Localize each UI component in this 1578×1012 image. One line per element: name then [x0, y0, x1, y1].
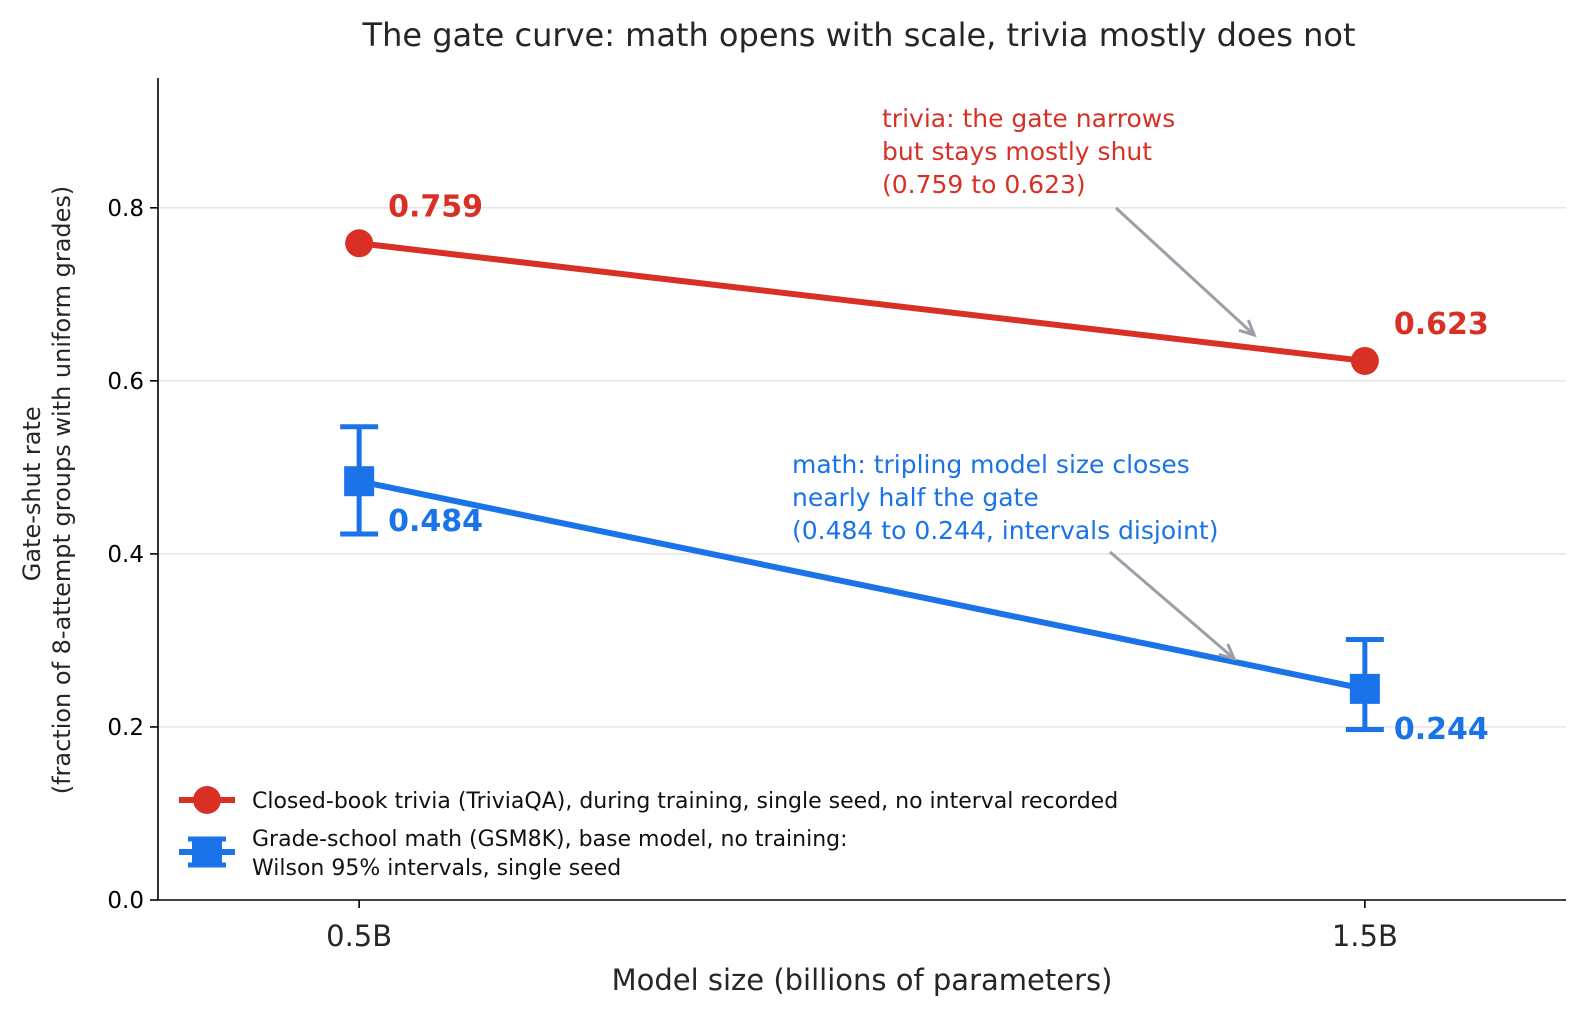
- y-tick-label: 0.4: [107, 542, 144, 568]
- series-line: [356, 240, 1368, 364]
- data-label: 0.484: [388, 504, 483, 539]
- legend-label-line: Wilson 95% intervals, single seed: [252, 856, 621, 881]
- y-axis-label: Gate-shut rate (fraction of 8-attempt gr…: [18, 186, 76, 795]
- annotation-line: (0.759 to 0.623): [882, 170, 1086, 199]
- legend-label: Grade-school math (GSM8K), base model, n…: [252, 827, 848, 881]
- series-layer: 0.759 0.623 0.484 0.244: [340, 189, 1489, 747]
- data-label: 0.244: [1394, 712, 1489, 747]
- legend-item-math: Grade-school math (GSM8K), base model, n…: [179, 827, 848, 881]
- y-tick-label: 0.2: [107, 715, 144, 741]
- annotation-line: nearly half the gate: [792, 483, 1039, 512]
- annotation-line: (0.484 to 0.244, intervals disjoint): [792, 516, 1219, 545]
- legend-marker: [192, 837, 222, 867]
- x-tick-label: 1.5B: [1332, 919, 1398, 953]
- legend-item-trivia: Closed-book trivia (TriviaQA), during tr…: [179, 786, 1118, 814]
- x-tick-label: 0.5B: [326, 919, 392, 953]
- y-tick-label: 0.0: [107, 888, 144, 914]
- annotation-text: math: tripling model size closes nearly h…: [792, 450, 1219, 545]
- annotation-trivia: trivia: the gate narrows but stays mostly…: [882, 104, 1257, 338]
- legend-label: Closed-book trivia (TriviaQA), during tr…: [252, 789, 1118, 814]
- y-ticks: 0.0 0.2 0.4 0.6 0.8: [107, 196, 158, 914]
- legend-marker: [193, 786, 221, 814]
- x-ticks: 0.5B 1.5B: [326, 900, 1398, 953]
- y-axis-label-line-1: Gate-shut rate: [18, 406, 46, 581]
- annotation-arrowhead: [1238, 319, 1257, 338]
- series-trivia: 0.759 0.623: [345, 189, 1489, 375]
- annotation-arrow: [1114, 206, 1256, 337]
- annotation-arrow: [1109, 550, 1236, 660]
- y-tick-label: 0.8: [107, 196, 144, 222]
- data-label: 0.623: [1394, 307, 1489, 342]
- series-line: [356, 478, 1368, 692]
- chart-title: The gate curve: math opens with scale, t…: [362, 16, 1356, 54]
- x-axis-label: Model size (billions of parameters): [612, 963, 1113, 997]
- data-point: [1349, 673, 1380, 704]
- annotation-line: math: tripling model size closes: [792, 450, 1190, 479]
- series-math: 0.484 0.244: [340, 424, 1489, 747]
- data-label: 0.759: [388, 189, 483, 224]
- legend: Closed-book trivia (TriviaQA), during tr…: [179, 786, 1118, 881]
- y-grid: [158, 207, 1566, 728]
- data-point: [345, 229, 374, 258]
- data-point: [344, 466, 375, 497]
- annotation-arrowhead: [1218, 643, 1237, 661]
- annotation-line: but stays mostly shut: [882, 137, 1152, 166]
- data-point: [1350, 346, 1379, 375]
- annotation-layer: trivia: the gate narrows but stays mostly…: [792, 104, 1257, 661]
- annotation-line: trivia: the gate narrows: [882, 104, 1175, 133]
- legend-label-line: Closed-book trivia (TriviaQA), during tr…: [252, 789, 1118, 814]
- y-tick-label: 0.6: [107, 369, 144, 395]
- legend-label-line: Grade-school math (GSM8K), base model, n…: [252, 827, 848, 852]
- y-axis-label-line-2: (fraction of 8-attempt groups with unifo…: [48, 186, 76, 795]
- annotation-math: math: tripling model size closes nearly h…: [792, 450, 1237, 661]
- annotation-text: trivia: the gate narrows but stays mostly…: [882, 104, 1175, 199]
